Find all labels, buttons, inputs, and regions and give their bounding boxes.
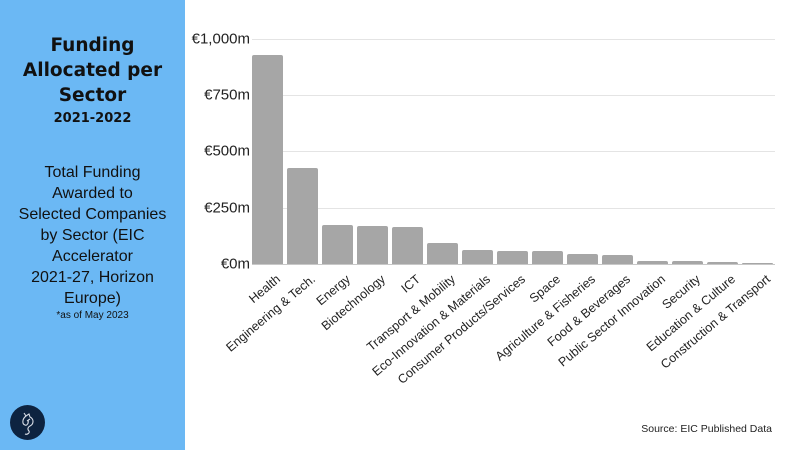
bar (392, 227, 423, 264)
y-tick-label: €500m (204, 142, 250, 160)
subtitle-line: Awarded to (52, 185, 133, 202)
title-line: Allocated per (22, 60, 163, 81)
bar (742, 263, 773, 264)
subtitle-line: 2021-27, Horizon (31, 269, 154, 286)
bar (357, 226, 388, 264)
bar (497, 250, 528, 264)
bar (567, 254, 598, 264)
source-note: Source: EIC Published Data (641, 423, 772, 435)
bar (707, 262, 738, 264)
bar (322, 225, 353, 264)
bar (602, 255, 633, 264)
gridline (252, 95, 775, 96)
y-tick-label: €1,000m (191, 30, 250, 48)
y-tick-label: €750m (204, 86, 250, 104)
subtitle-line: Accelerator (52, 248, 133, 265)
sidebar-panel: Funding Allocated per Sector 2021-2022 T… (0, 0, 185, 450)
horse-head-logo-icon (10, 405, 45, 440)
page-title: Funding Allocated per Sector (0, 33, 185, 108)
subtitle-line: by Sector (EIC (40, 227, 145, 244)
gridline (252, 151, 775, 152)
years-label: 2021-2022 (53, 111, 132, 126)
bar (637, 260, 668, 264)
subtitle-line: Europe) (64, 290, 121, 307)
subtitle-line: Total Funding (44, 164, 141, 181)
subtitle-line: Selected Companies (18, 206, 167, 223)
x-tick-label: ICT (398, 272, 423, 296)
footnote: *as of May 2023 (56, 310, 129, 321)
y-tick-label: €0m (220, 255, 250, 273)
bar (532, 251, 563, 264)
bar (287, 167, 318, 264)
y-tick-label: €250m (204, 199, 250, 217)
bar-chart: €1,000m €750m €500m €250m €0m Health Engi… (185, 0, 800, 450)
bar (427, 243, 458, 264)
bar (462, 249, 493, 264)
bar (252, 54, 283, 264)
x-axis-baseline (252, 264, 775, 265)
title-line: Sector (58, 85, 127, 106)
gridline (252, 208, 775, 209)
bar (672, 261, 703, 264)
title-line: Funding (50, 35, 135, 56)
subtitle: Total Funding Awarded to Selected Compan… (4, 162, 181, 309)
gridline (252, 39, 775, 40)
